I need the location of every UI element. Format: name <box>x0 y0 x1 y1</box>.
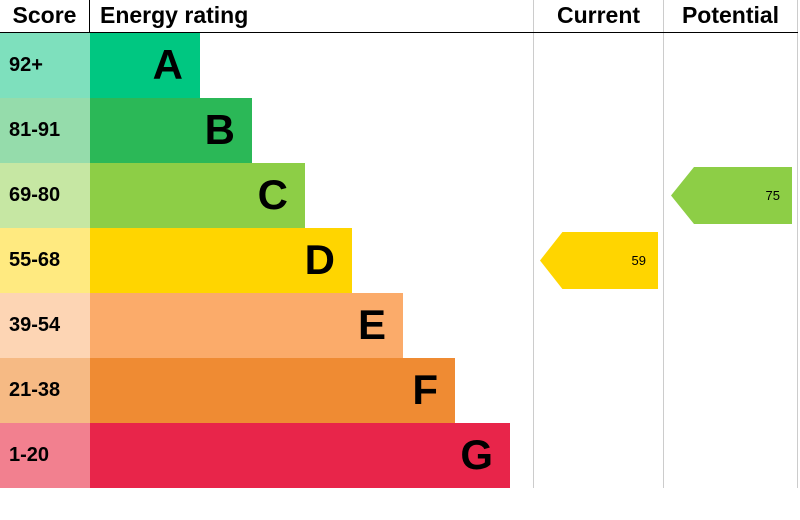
score-range-f: 21-38 <box>0 358 90 423</box>
score-column-header: Score <box>0 0 90 33</box>
band-letter-g: G <box>460 431 493 478</box>
column-divider-potential <box>663 0 664 488</box>
band-letter-b: B <box>204 106 235 153</box>
chart-right-border <box>797 0 798 488</box>
band-row-a: 92+ A <box>0 33 798 98</box>
band-row-g: 1-20 G <box>0 423 798 488</box>
rating-band-d: D <box>90 228 352 293</box>
rating-band-g: G <box>90 423 510 488</box>
column-divider-current <box>533 0 534 488</box>
score-range-b: 81-91 <box>0 98 90 163</box>
current-rating-arrow: 59 <box>540 232 658 289</box>
current-column-header: Current <box>556 2 641 28</box>
score-range-d: 55-68 <box>0 228 90 293</box>
band-letter-d: D <box>304 236 335 283</box>
band-row-f: 21-38 F <box>0 358 798 423</box>
energy-rating-column-header: Energy rating <box>100 2 249 28</box>
band-row-b: 81-91 B <box>0 98 798 163</box>
score-range-c: 69-80 <box>0 163 90 228</box>
score-range-g: 1-20 <box>0 423 90 488</box>
rating-band-b: B <box>90 98 252 163</box>
band-letter-a: A <box>152 41 183 88</box>
rating-band-c: C <box>90 163 305 228</box>
band-letter-f: F <box>412 366 438 413</box>
rating-band-f: F <box>90 358 455 423</box>
band-row-c: 69-80 C <box>0 163 798 228</box>
chart-header: Score Energy rating Current Potential <box>0 0 798 33</box>
potential-column-header: Potential <box>681 2 780 28</box>
score-range-e: 39-54 <box>0 293 90 358</box>
rating-band-e: E <box>90 293 403 358</box>
band-letter-c: C <box>257 171 288 218</box>
score-range-a: 92+ <box>0 33 90 98</box>
potential-rating-value: 75 <box>765 188 780 203</box>
band-row-e: 39-54 E <box>0 293 798 358</box>
band-letter-e: E <box>357 301 386 348</box>
rating-band-a: A <box>90 33 200 98</box>
band-row-d: 55-68 D <box>0 228 798 293</box>
potential-rating-arrow: 75 <box>671 167 792 224</box>
current-rating-value: 59 <box>631 253 646 268</box>
